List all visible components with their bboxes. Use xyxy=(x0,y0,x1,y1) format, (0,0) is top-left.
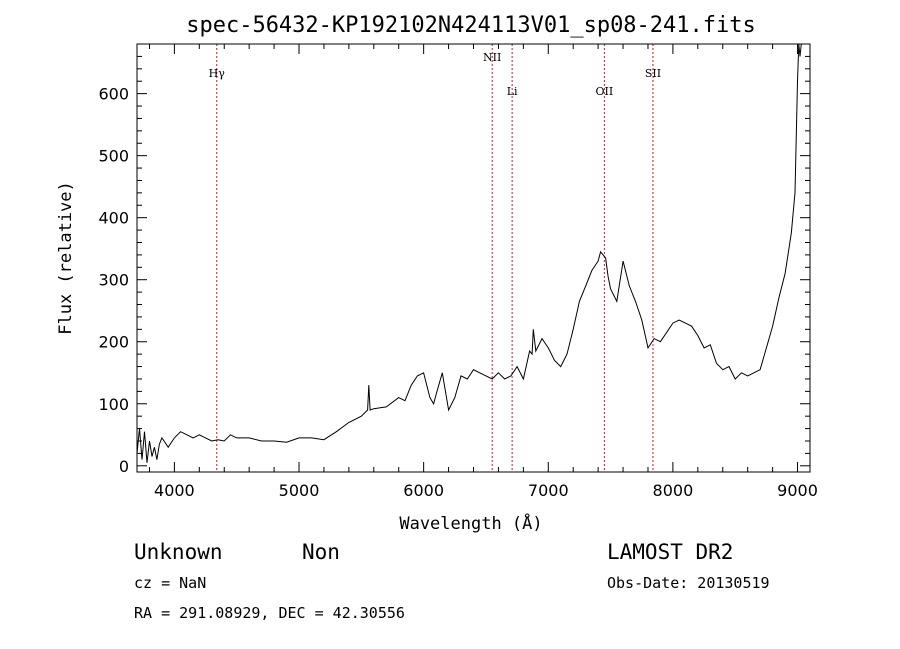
x-axis-label: Wavelength (Å) xyxy=(399,512,542,534)
x-tick-label: 9000 xyxy=(777,481,818,500)
subclass-label: Non xyxy=(302,540,340,564)
y-tick-label: 100 xyxy=(98,395,129,414)
emission-line-label-2: Li xyxy=(507,85,518,98)
x-tick-label: 7000 xyxy=(528,481,569,500)
observation-date: Obs-Date: 20130519 xyxy=(607,574,770,592)
y-tick-label: 200 xyxy=(98,333,129,352)
plot-frame xyxy=(136,43,811,473)
y-axis: 0 100 200 300 400 500 600 xyxy=(98,55,810,476)
survey-name: LAMOST DR2 xyxy=(607,540,734,564)
class-label: Unknown xyxy=(134,540,223,564)
emission-line-markers: Hγ NII Li OII SII xyxy=(209,44,661,472)
emission-line-label-3: OII xyxy=(596,85,614,98)
y-tick-label: 600 xyxy=(98,85,129,104)
y-tick-label: 300 xyxy=(98,271,129,290)
spectrum-line-0 xyxy=(136,43,802,463)
x-axis: 4000 5000 6000 7000 8000 9000 xyxy=(148,44,818,500)
chart-title: spec-56432-KP192102N424113V01_sp08-241.f… xyxy=(186,13,756,38)
x-tick-label: 8000 xyxy=(653,481,694,500)
emission-line-label-1: NII xyxy=(483,51,501,64)
redshift-value: cz = NaN xyxy=(134,574,207,592)
spectrum-chart: spec-56432-KP192102N424113V01_sp08-241.f… xyxy=(56,13,818,534)
emission-line-label-0: Hγ xyxy=(209,67,226,80)
coordinates: RA = 291.08929, DEC = 42.30556 xyxy=(134,604,405,622)
y-tick-label: 0 xyxy=(119,457,129,476)
x-tick-label: 4000 xyxy=(154,481,195,500)
y-tick-label: 500 xyxy=(98,147,129,166)
y-axis-label: Flux (relative) xyxy=(56,181,76,335)
x-tick-label: 6000 xyxy=(403,481,444,500)
series-group xyxy=(136,43,802,463)
y-tick-label: 400 xyxy=(98,209,129,228)
x-tick-label: 5000 xyxy=(279,481,320,500)
emission-line-label-4: SII xyxy=(645,67,661,80)
